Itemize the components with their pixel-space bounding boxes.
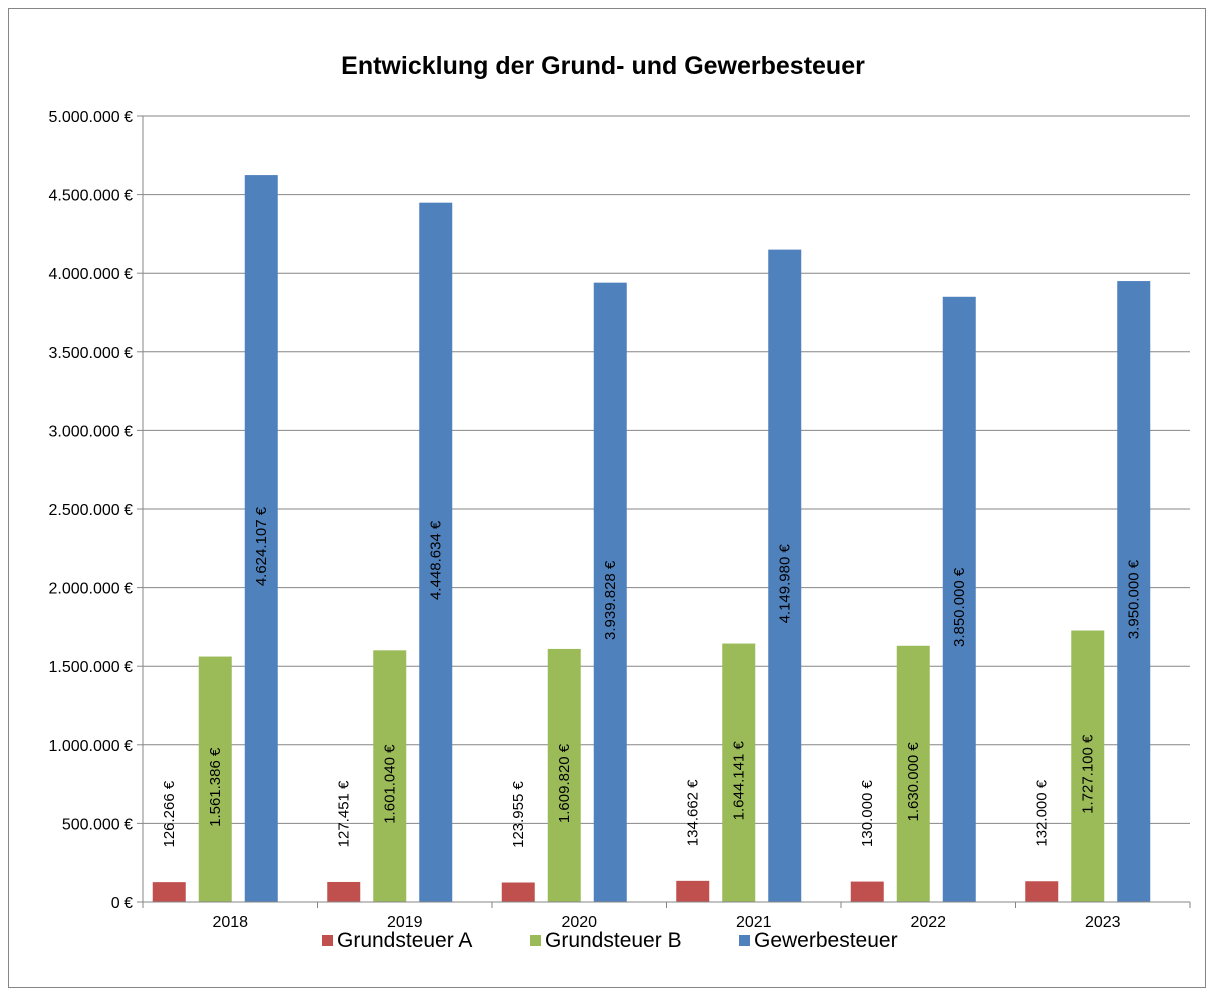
data-label: 1.601.040 € bbox=[382, 744, 399, 824]
bar bbox=[1025, 881, 1059, 902]
data-label: 4.149.980 € bbox=[777, 544, 794, 624]
data-label: 1.609.820 € bbox=[556, 743, 573, 823]
data-label: 123.955 € bbox=[510, 780, 527, 847]
legend: Grundsteuer A Grundsteuer B Gewerbesteuer bbox=[322, 929, 898, 952]
bar bbox=[593, 282, 627, 902]
data-label: 3.950.000 € bbox=[1126, 559, 1143, 639]
data-label: 127.451 € bbox=[336, 780, 353, 847]
bar bbox=[896, 645, 930, 902]
bar bbox=[327, 881, 361, 902]
x-tick-label: 2019 bbox=[387, 914, 423, 931]
y-tick-label: 4.500.000 € bbox=[48, 188, 133, 205]
bar bbox=[198, 656, 232, 902]
x-tick-label: 2018 bbox=[212, 914, 248, 931]
y-tick-label: 3.000.000 € bbox=[48, 423, 133, 440]
x-tick-label: 2022 bbox=[910, 914, 946, 931]
legend-swatch bbox=[530, 935, 541, 946]
data-label: 1.561.386 € bbox=[207, 747, 224, 827]
bar bbox=[152, 882, 186, 902]
bar bbox=[850, 881, 884, 902]
x-tick-label: 2020 bbox=[561, 914, 597, 931]
data-label: 4.624.107 € bbox=[253, 506, 270, 586]
bar bbox=[547, 648, 581, 902]
legend-swatch bbox=[739, 935, 750, 946]
x-tick-label: 2023 bbox=[1085, 914, 1121, 931]
bar bbox=[419, 202, 453, 902]
bar bbox=[244, 175, 278, 902]
bar bbox=[501, 882, 535, 902]
data-label: 1.630.000 € bbox=[905, 742, 922, 822]
axes: 0 € 500.000 € 1.000.000 € 1.500.000 € 2.000.… bbox=[48, 109, 1191, 931]
bars bbox=[152, 175, 1151, 902]
y-tick-label: 1.500.000 € bbox=[48, 659, 133, 676]
bar bbox=[722, 643, 756, 902]
y-tick-label: 3.500.000 € bbox=[48, 345, 133, 362]
bar bbox=[676, 880, 710, 902]
y-tick-label: 0 € bbox=[111, 895, 133, 912]
legend-label: Grundsteuer B bbox=[545, 929, 682, 952]
y-tick-label: 1.000.000 € bbox=[48, 738, 133, 755]
y-tick-label: 2.500.000 € bbox=[48, 502, 133, 519]
bar bbox=[1071, 630, 1105, 902]
bar bbox=[1117, 281, 1151, 902]
data-label: 3.850.000 € bbox=[951, 567, 968, 647]
data-label: 4.448.634 € bbox=[428, 520, 445, 600]
y-tick-label: 500.000 € bbox=[62, 816, 133, 833]
bar bbox=[768, 249, 802, 902]
legend-label: Gewerbesteuer bbox=[754, 929, 898, 952]
data-label: 1.644.141 € bbox=[731, 740, 748, 820]
data-labels: 126.266 € 1.561.386 € 4.624.107 € 127.451 €… bbox=[161, 506, 1143, 848]
bar bbox=[942, 296, 976, 902]
gridlines bbox=[143, 115, 1190, 824]
y-tick-label: 4.000.000 € bbox=[48, 266, 133, 283]
data-label: 134.662 € bbox=[685, 779, 702, 846]
legend-swatch bbox=[322, 935, 333, 946]
data-label: 130.000 € bbox=[859, 780, 876, 847]
data-label: 1.727.100 € bbox=[1080, 734, 1097, 814]
legend-label: Grundsteuer A bbox=[337, 929, 472, 952]
data-label: 132.000 € bbox=[1034, 779, 1051, 846]
y-tick-label: 5.000.000 € bbox=[48, 109, 133, 126]
bar bbox=[373, 650, 407, 902]
y-tick-label: 2.000.000 € bbox=[48, 581, 133, 598]
data-label: 3.939.828 € bbox=[602, 560, 619, 640]
chart-title: Entwicklung der Grund- und Gewerbesteuer bbox=[341, 52, 865, 80]
x-tick-label: 2021 bbox=[736, 914, 772, 931]
data-label: 126.266 € bbox=[161, 780, 178, 847]
